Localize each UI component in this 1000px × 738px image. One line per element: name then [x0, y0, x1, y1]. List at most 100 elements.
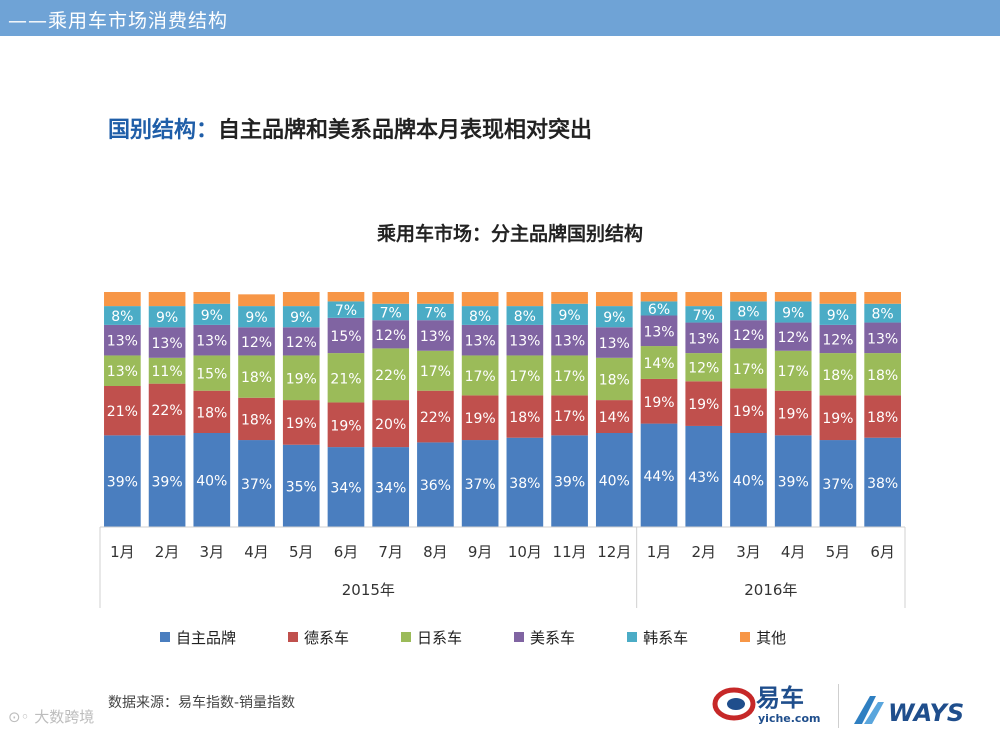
legend-swatch	[740, 632, 751, 642]
bar-segment	[148, 435, 186, 527]
bar-segment	[774, 435, 812, 527]
data-label: 8%	[872, 307, 894, 323]
bar-segment	[104, 306, 141, 325]
data-label: 8%	[469, 309, 491, 325]
stacked-bar-chart: 乘用车市场：分主品牌国别结构 39% 21% 13% 13% 8% 39% 22% 11% 13%…	[99, 222, 906, 608]
data-label: 37%	[241, 477, 272, 493]
heading-prefix: 国别结构	[108, 118, 197, 143]
bar-segment	[685, 306, 723, 323]
bar-segment	[819, 395, 857, 441]
data-label: 17%	[554, 409, 585, 425]
x-tick-label: 1月	[647, 543, 672, 561]
legend-label: 自主品牌	[176, 628, 237, 647]
data-label: 39%	[778, 475, 809, 491]
data-label: 17%	[778, 364, 809, 380]
x-tick-label: 6月	[334, 543, 359, 561]
bar-segment	[193, 292, 231, 304]
watermark: ⊙◦ 大数跨境	[8, 706, 94, 727]
data-label: 21%	[107, 404, 138, 420]
data-label: 18%	[241, 370, 272, 386]
bar-segment	[595, 306, 633, 328]
bar-segment	[238, 327, 275, 356]
bar-segment	[193, 303, 231, 325]
bar-segment	[372, 303, 410, 321]
bar-segment	[238, 440, 275, 527]
bar-segment	[282, 400, 320, 445]
legend-item: 日系车	[401, 627, 462, 648]
legend-item: 德系车	[288, 627, 349, 648]
bar-segment	[774, 390, 812, 436]
data-label: 17%	[420, 364, 451, 380]
data-label: 12%	[778, 330, 809, 346]
data-label: 40%	[733, 474, 764, 490]
bar-segment	[551, 435, 588, 527]
banner-title: ——乘用车市场消费结构	[8, 10, 229, 32]
bar-segment	[282, 327, 320, 356]
data-label: 13%	[643, 324, 674, 340]
bar-segment	[148, 306, 186, 328]
yiche-logo-name: 易车	[756, 684, 804, 712]
top-banner: ——乘用车市场消费结构	[0, 0, 1000, 36]
data-label: 19%	[822, 411, 853, 427]
data-label: 13%	[420, 329, 451, 345]
bar-segment	[640, 423, 678, 527]
data-label: 13%	[107, 364, 138, 380]
bar-segment	[595, 327, 633, 358]
data-label: 13%	[599, 336, 630, 352]
data-label: 8%	[737, 304, 759, 320]
bar-segment	[819, 324, 857, 354]
bar-segment	[551, 303, 588, 325]
x-tick-label: 2月	[691, 543, 716, 561]
x-group-label: 2015年	[342, 581, 395, 599]
bar-segment	[461, 324, 499, 356]
bar-segment	[640, 315, 678, 347]
bar-segment	[551, 355, 588, 396]
bar-segment	[685, 425, 723, 527]
yiche-logo: 易车 yiche.com	[712, 684, 820, 725]
bar-segment	[282, 355, 320, 401]
data-label: 13%	[554, 334, 585, 350]
data-label: 11%	[152, 364, 183, 380]
x-tick-label: 3月	[200, 543, 225, 561]
data-label: 37%	[822, 477, 853, 493]
bar-segment	[372, 292, 410, 304]
bar-segment	[148, 383, 186, 436]
chart-legend: 自主品牌 德系车 日系车 美系车 韩系车 其他	[160, 626, 838, 648]
data-label: 19%	[286, 416, 317, 432]
data-label: 34%	[375, 481, 406, 497]
bar-segment	[640, 346, 678, 379]
ways-logo-text: WAYS	[888, 699, 964, 727]
bar-segment	[595, 400, 633, 433]
bar-segment	[417, 390, 454, 443]
bar-segment	[730, 292, 767, 302]
data-label: 13%	[152, 336, 183, 352]
data-label: 6%	[648, 302, 670, 318]
bar-segment	[864, 292, 901, 304]
bar-segment	[551, 324, 588, 356]
data-label: 18%	[509, 410, 540, 426]
bar-segment	[193, 433, 231, 527]
bar-segment	[104, 324, 141, 356]
bar-segment	[819, 303, 857, 325]
data-label: 21%	[330, 371, 361, 387]
bar-segment	[104, 435, 141, 527]
watermark-text: 大数跨境	[34, 708, 95, 726]
bar-segment	[372, 348, 410, 401]
data-label: 18%	[599, 372, 630, 388]
ways-logo: WAYS	[854, 696, 964, 727]
x-tick-label: 3月	[736, 543, 761, 561]
yiche-logo-domain: yiche.com	[758, 712, 820, 725]
bar-segment	[774, 292, 812, 302]
data-label: 15%	[330, 329, 361, 345]
bar-segment	[506, 324, 544, 356]
x-tick-label: 11月	[553, 543, 587, 561]
bar-segment	[506, 355, 544, 396]
data-label: 15%	[196, 367, 227, 383]
data-label: 7%	[380, 305, 402, 321]
x-tick-label: 5月	[289, 543, 314, 561]
data-label: 9%	[201, 308, 223, 324]
data-label: 9%	[603, 310, 625, 326]
chart-title: 乘用车市场：分主品牌国别结构	[376, 222, 643, 245]
bar-segment	[506, 437, 544, 527]
data-label: 35%	[286, 479, 317, 495]
